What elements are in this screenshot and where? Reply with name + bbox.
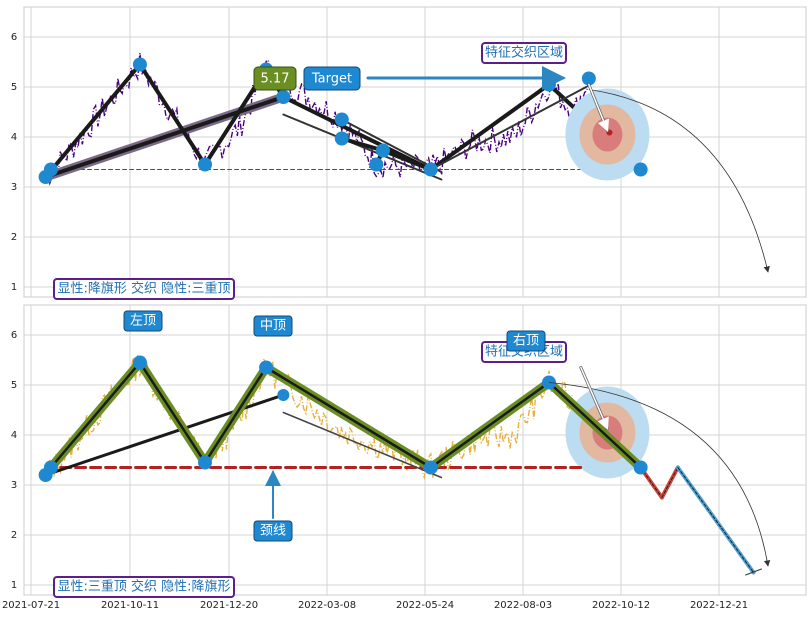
pivot-marker-bottom — [43, 460, 58, 475]
left-top-label-box — [123, 310, 163, 332]
projection-curve-top — [588, 89, 770, 273]
pattern-segment-top — [428, 82, 551, 172]
panel-frame — [23, 6, 807, 298]
zone-arrow-top-inner — [588, 83, 610, 132]
pattern-segment-top — [43, 95, 286, 179]
x-tick-label: 2022-08-03 — [494, 600, 552, 611]
y-tick-label: 4 — [11, 430, 17, 441]
pivot-marker-top — [581, 71, 596, 86]
pivot-marker-bottom — [423, 460, 438, 475]
y-tick-label: 1 — [11, 282, 17, 293]
annotation-text-top: 显性:降旗形 交织 隐性:三重顶 — [57, 281, 230, 297]
annotation-text-bottom: 显性:三重顶 交织 隐性:降旗形 — [57, 579, 230, 595]
pivot-marker-top — [197, 157, 212, 172]
pivot-marker-top — [633, 162, 648, 177]
pivot-marker-top — [276, 90, 291, 104]
y-tick-label: 4 — [11, 132, 17, 143]
price-line-bottom — [45, 355, 598, 481]
pivot-marker-top — [43, 162, 58, 177]
triple-top-core — [203, 366, 268, 464]
pivot-marker-bottom — [259, 360, 274, 375]
zone-label-top: 特征交织区域 — [485, 45, 563, 61]
x-tick-label: 2021-07-21 — [2, 600, 60, 611]
price-box — [253, 66, 297, 91]
y-tick-label: 5 — [11, 82, 17, 93]
triple-top-core — [429, 381, 551, 469]
right-top-label: 右顶 — [513, 334, 539, 349]
pivot-marker-bottom — [132, 355, 147, 370]
y-tick-label: 5 — [11, 380, 17, 391]
x-tick-label: 2021-10-11 — [101, 600, 159, 611]
x-tick-label: 2022-12-21 — [690, 600, 748, 611]
y-tick-label: 2 — [11, 530, 17, 541]
annotation-box-bottom — [53, 576, 235, 598]
pattern-segment-top — [43, 62, 142, 179]
pivot-marker-top — [541, 77, 556, 92]
projection-end-tick — [745, 568, 763, 576]
triple-top-core — [264, 366, 433, 469]
breakout-line — [429, 86, 588, 171]
projection-curve-bottom — [548, 382, 771, 567]
triple-top-core — [138, 361, 207, 464]
middle-top-label: 中顶 — [260, 319, 286, 334]
left-top-label: 左顶 — [130, 314, 156, 329]
target-box — [303, 66, 361, 91]
pivot-marker-top — [423, 162, 438, 177]
price-box-text: 5.17 — [261, 72, 290, 87]
right-top-label-box — [506, 330, 546, 352]
triple-top-core — [547, 381, 642, 469]
projection-core — [661, 467, 679, 498]
y-tick-label: 6 — [11, 32, 17, 43]
target-box-text: Target — [311, 72, 352, 87]
x-tick-label: 2022-03-08 — [298, 600, 356, 611]
pivot-marker-bottom — [633, 460, 648, 475]
y-tick-label: 1 — [11, 580, 17, 591]
panel-frame — [23, 304, 807, 596]
flag-channel-lower — [340, 118, 443, 173]
middle-top-label-box — [253, 315, 293, 337]
neckline-label-box — [253, 520, 293, 542]
pivot-marker-bottom — [197, 455, 212, 470]
x-tick-label: 2021-12-20 — [200, 600, 258, 611]
zone-label-box-top — [481, 42, 567, 64]
x-tick-label: 2022-10-12 — [592, 600, 650, 611]
neckline-label: 颈线 — [260, 524, 286, 539]
pivot-marker-top — [334, 131, 349, 146]
y-tick-label: 3 — [11, 182, 17, 193]
pivot-marker-top — [375, 143, 390, 158]
y-tick-label: 3 — [11, 480, 17, 491]
zone-arrow-bottom-inner — [580, 366, 609, 430]
y-tick-label: 2 — [11, 232, 17, 243]
flag-channel-upper — [282, 113, 443, 181]
projection-core — [677, 467, 755, 573]
y-tick-label: 6 — [11, 330, 17, 341]
pivot-marker-top — [132, 57, 147, 72]
pattern-segment-top — [137, 62, 207, 167]
pivot-marker-top — [369, 157, 384, 172]
pattern-segment-top — [281, 95, 433, 172]
x-tick-label: 2022-05-24 — [396, 600, 454, 611]
pattern-segment-top — [339, 136, 385, 153]
triple-top-core — [49, 361, 142, 469]
pivot-marker-bottom — [277, 389, 290, 401]
annotation-box-top — [53, 278, 235, 300]
pattern-segment-top — [380, 148, 433, 172]
hidden-flag-channel — [282, 411, 443, 479]
pivot-marker-top — [334, 112, 349, 127]
